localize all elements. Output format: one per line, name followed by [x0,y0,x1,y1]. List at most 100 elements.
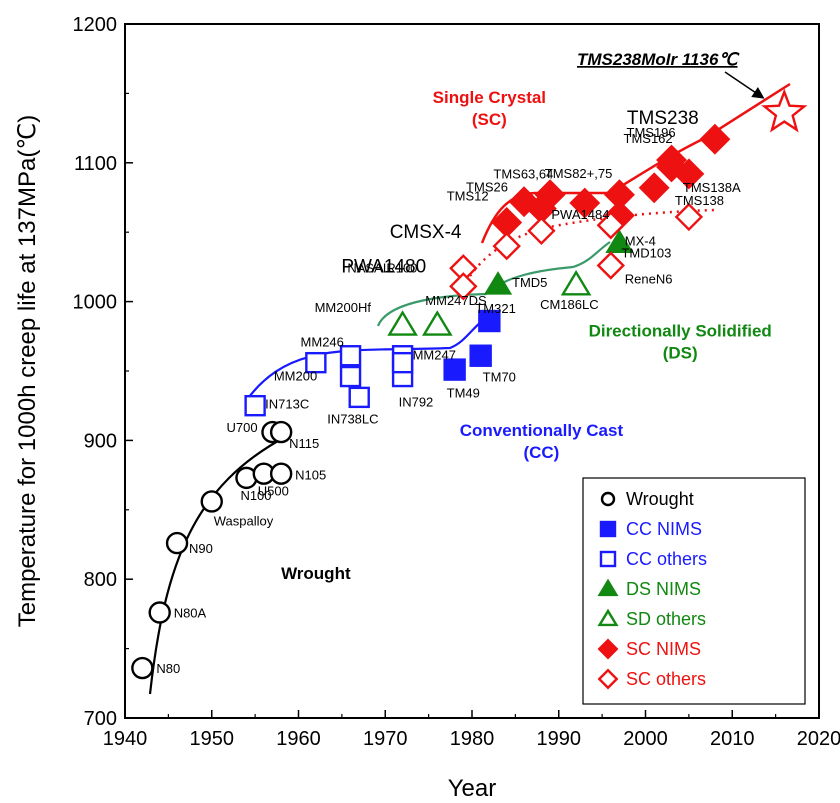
legend-label: SD others [626,609,706,629]
sc-others-trend-line [468,208,716,277]
wrought-marker [269,420,293,444]
group-label: (SC) [472,110,507,129]
point-label: TMS26 [466,180,508,195]
legend-marker [600,491,616,507]
legend-marker [599,550,617,568]
cc-others-marker [339,365,362,388]
x-tick-label: 2010 [710,728,755,750]
point-label: N80 [156,661,180,676]
cc-nims-marker [478,309,501,333]
legend-label: Wrought [626,489,694,509]
sc-others-marker [596,211,625,240]
x-tick-label: 2000 [623,728,668,750]
y-tick-label: 1100 [74,153,117,175]
legend-label: CC NIMS [626,519,702,539]
point-label: TMS238 [627,108,699,129]
y-tick-label: 700 [84,708,117,730]
legend: Wrought CC NIMS CC others DS NIMS SD others S… [582,477,806,705]
point-label: N105 [295,468,326,483]
x-tick-label: 1990 [537,728,582,750]
x-tick-label: 1960 [276,728,321,750]
cc-others-marker [339,345,362,367]
y-tick-label: 1200 [73,14,118,36]
tms238moir-annotation: TMS238MoIr 1136℃ [577,50,765,99]
trend-lines [148,82,791,695]
sc-others-marker [596,251,625,280]
sc-nims-marker [699,123,731,155]
point-label: PWA1480 [341,256,426,277]
point-label: N115 [289,436,319,451]
sc-others-marker [527,216,556,246]
sc-nims-marker [534,179,566,211]
ds-trend-line [376,241,611,327]
wrought-marker [269,462,293,485]
point-label: TMS196 [627,125,676,140]
point-label: NASAIR100 [347,260,417,275]
point-label: IN738LC [327,411,378,426]
annotation-arrow [724,71,765,99]
sc-nims-marker [604,179,635,211]
group-label: (DS) [663,343,698,362]
point-label: U500 [258,484,289,499]
legend-label: SC NIMS [626,639,701,659]
point-label: TMS63,64 [493,167,553,182]
point-label: TM70 [483,370,516,385]
cc-others-marker [305,351,327,374]
sc-nims-marker [638,172,670,204]
legend-label: CC others [626,549,707,569]
annotation-text: TMS238MoIr 1136℃ [577,50,740,69]
legend-marker [597,638,619,660]
point-label: CM186LC [540,297,599,312]
wrought-marker [131,656,154,680]
group-label: Wrought [281,564,351,583]
legend-marker [597,578,619,597]
point-label: MM246 [301,335,344,350]
point-label: IN792 [399,395,434,410]
sc-nims-marker [656,144,687,176]
point-label: N90 [189,541,213,556]
cc-others-marker [244,395,266,417]
sd-others-marker [387,310,418,336]
point-label: IN713C [265,397,309,412]
sc-others-marker [492,231,521,261]
cc-nims-marker [443,358,466,381]
cc-nims-marker [469,344,492,367]
point-label: MM247 [413,348,456,363]
point-label: TM321 [475,301,515,316]
sc-others-marker [449,272,478,301]
tms238moir-marker [761,88,808,133]
x-tick-label: 1950 [190,728,235,750]
sc-nims-marker [569,187,601,219]
ds-nims-marker [483,271,513,295]
wrought-trend-line [148,435,288,695]
point-label: N80A [174,606,207,621]
point-label: TMS138A [683,180,741,195]
point-label: MM200 [274,369,317,384]
cc-others-marker [391,351,414,374]
y-tick-label: 800 [84,569,117,591]
legend-marker [599,520,617,538]
x-tick-label: 1980 [450,728,495,750]
group-label: Conventionally Cast [460,421,624,440]
legend-marker [597,608,619,627]
group-label: Single Crystal [433,88,546,107]
group-label: Directionally Solidified [589,321,772,340]
point-label: TMS162 [624,131,673,146]
point-label: PWA1484 [551,207,609,222]
y-tick-labels: 700 800 900 1000 1100 1200 [73,14,118,730]
sc-nims-marker [673,158,705,190]
sd-others-marker [560,269,592,296]
point-label: Waspalloy [214,513,274,528]
point-label: TMD103 [621,245,671,260]
sc-others-marker [674,202,704,232]
point-label: U700 [226,420,257,435]
wrought-marker [165,531,189,555]
legend-label: DS NIMS [626,579,701,599]
y-tick-label: 1000 [73,292,118,314]
ds-nims-marker [605,229,634,254]
cc-others-marker [348,386,370,409]
group-labels: Wrought Conventionally Cast (CC) Directiona… [281,88,772,583]
point-label: N100 [240,488,271,503]
